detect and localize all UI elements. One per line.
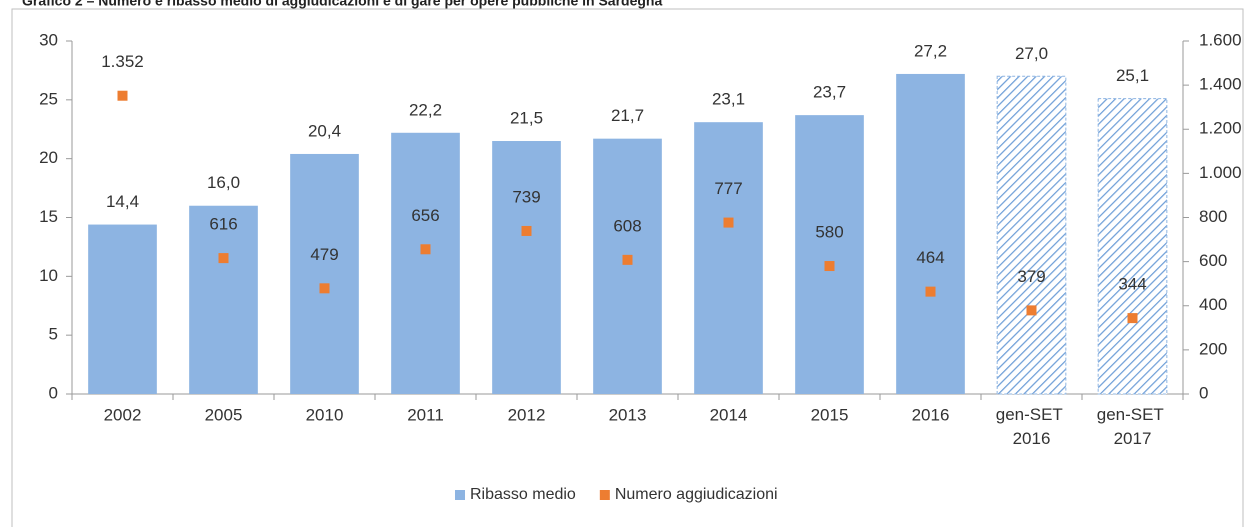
bar	[795, 115, 864, 394]
marker-label: 479	[310, 245, 338, 264]
y2-tick-label: 400	[1199, 295, 1227, 314]
marker-label: 739	[512, 187, 540, 206]
bar	[996, 75, 1067, 395]
y2-tick-label: 600	[1199, 251, 1227, 270]
x-tick-label: gen-SET 2017	[1097, 405, 1169, 448]
chart-frame	[11, 8, 1244, 527]
y2-tick-label: 1.600	[1199, 30, 1242, 49]
y-tick-label: 25	[39, 89, 58, 108]
marker-label: 656	[411, 206, 439, 225]
marker-label: 379	[1017, 267, 1045, 286]
x-tick-label: 2005	[205, 405, 243, 424]
marker-label: 580	[815, 223, 843, 242]
marker	[824, 261, 835, 272]
x-tick-label: 2011	[407, 405, 444, 424]
chart-title: Grafico 2 – Numero e ribasso medio di ag…	[22, 0, 662, 9]
marker	[1026, 305, 1037, 316]
y2-tick-label: 1.400	[1199, 75, 1242, 94]
y-tick-label: 10	[39, 266, 58, 285]
marker-label: 464	[916, 248, 944, 267]
bar	[189, 205, 258, 394]
bar-label: 25,1	[1116, 66, 1149, 85]
legend-swatch	[455, 490, 465, 500]
marker	[925, 286, 936, 297]
bar-label: 21,5	[510, 109, 543, 128]
bar-label: 27,2	[914, 41, 947, 60]
x-tick-label: 2010	[306, 405, 344, 424]
bar-label: 22,2	[409, 100, 442, 119]
bar	[492, 141, 561, 394]
marker	[622, 254, 633, 265]
bar-label: 23,7	[813, 83, 846, 102]
x-tick-label: 2016	[912, 405, 950, 424]
y-tick-label: 5	[49, 325, 58, 344]
marker-label: 777	[714, 179, 742, 198]
marker	[117, 90, 128, 101]
y2-tick-label: 800	[1199, 207, 1227, 226]
bar	[391, 132, 460, 394]
bar-label: 14,4	[106, 192, 139, 211]
y2-tick-label: 0	[1199, 383, 1208, 402]
x-tick-label: 2013	[609, 405, 647, 424]
marker	[218, 253, 229, 264]
marker	[319, 283, 330, 294]
y-tick-label: 0	[49, 383, 58, 402]
y-tick-label: 30	[39, 30, 58, 49]
marker-label: 1.352	[101, 52, 144, 71]
bar	[88, 224, 157, 394]
legend-label: Numero aggiudicazioni	[615, 486, 778, 503]
marker	[521, 225, 532, 236]
y2-tick-label: 200	[1199, 339, 1227, 358]
bar	[290, 153, 359, 394]
marker	[723, 217, 734, 228]
bar-label: 27,0	[1015, 44, 1048, 63]
bar-label: 20,4	[308, 121, 341, 140]
bar-label: 23,1	[712, 90, 745, 109]
bar-label: 21,7	[611, 106, 644, 125]
legend-label: Ribasso medio	[470, 486, 576, 503]
x-tick-label: 2012	[508, 405, 546, 424]
y-tick-label: 15	[39, 207, 58, 226]
marker	[1127, 313, 1138, 324]
bar-label: 16,0	[207, 173, 240, 192]
marker-label: 616	[209, 215, 237, 234]
x-tick-label: 2014	[710, 405, 748, 424]
x-tick-label: 2002	[104, 405, 142, 424]
x-tick-label: 2015	[811, 405, 849, 424]
y-tick-label: 20	[39, 148, 58, 167]
bar	[694, 122, 763, 394]
y2-tick-label: 1.000	[1199, 163, 1242, 182]
marker	[420, 244, 431, 255]
bar	[593, 138, 662, 394]
bar	[1097, 98, 1168, 395]
legend-swatch	[599, 490, 610, 500]
marker-label: 608	[613, 216, 641, 235]
x-tick-label: gen-SET 2016	[996, 405, 1068, 448]
y2-tick-label: 1.200	[1199, 119, 1242, 138]
bar	[896, 73, 965, 395]
marker-label: 344	[1118, 275, 1146, 294]
